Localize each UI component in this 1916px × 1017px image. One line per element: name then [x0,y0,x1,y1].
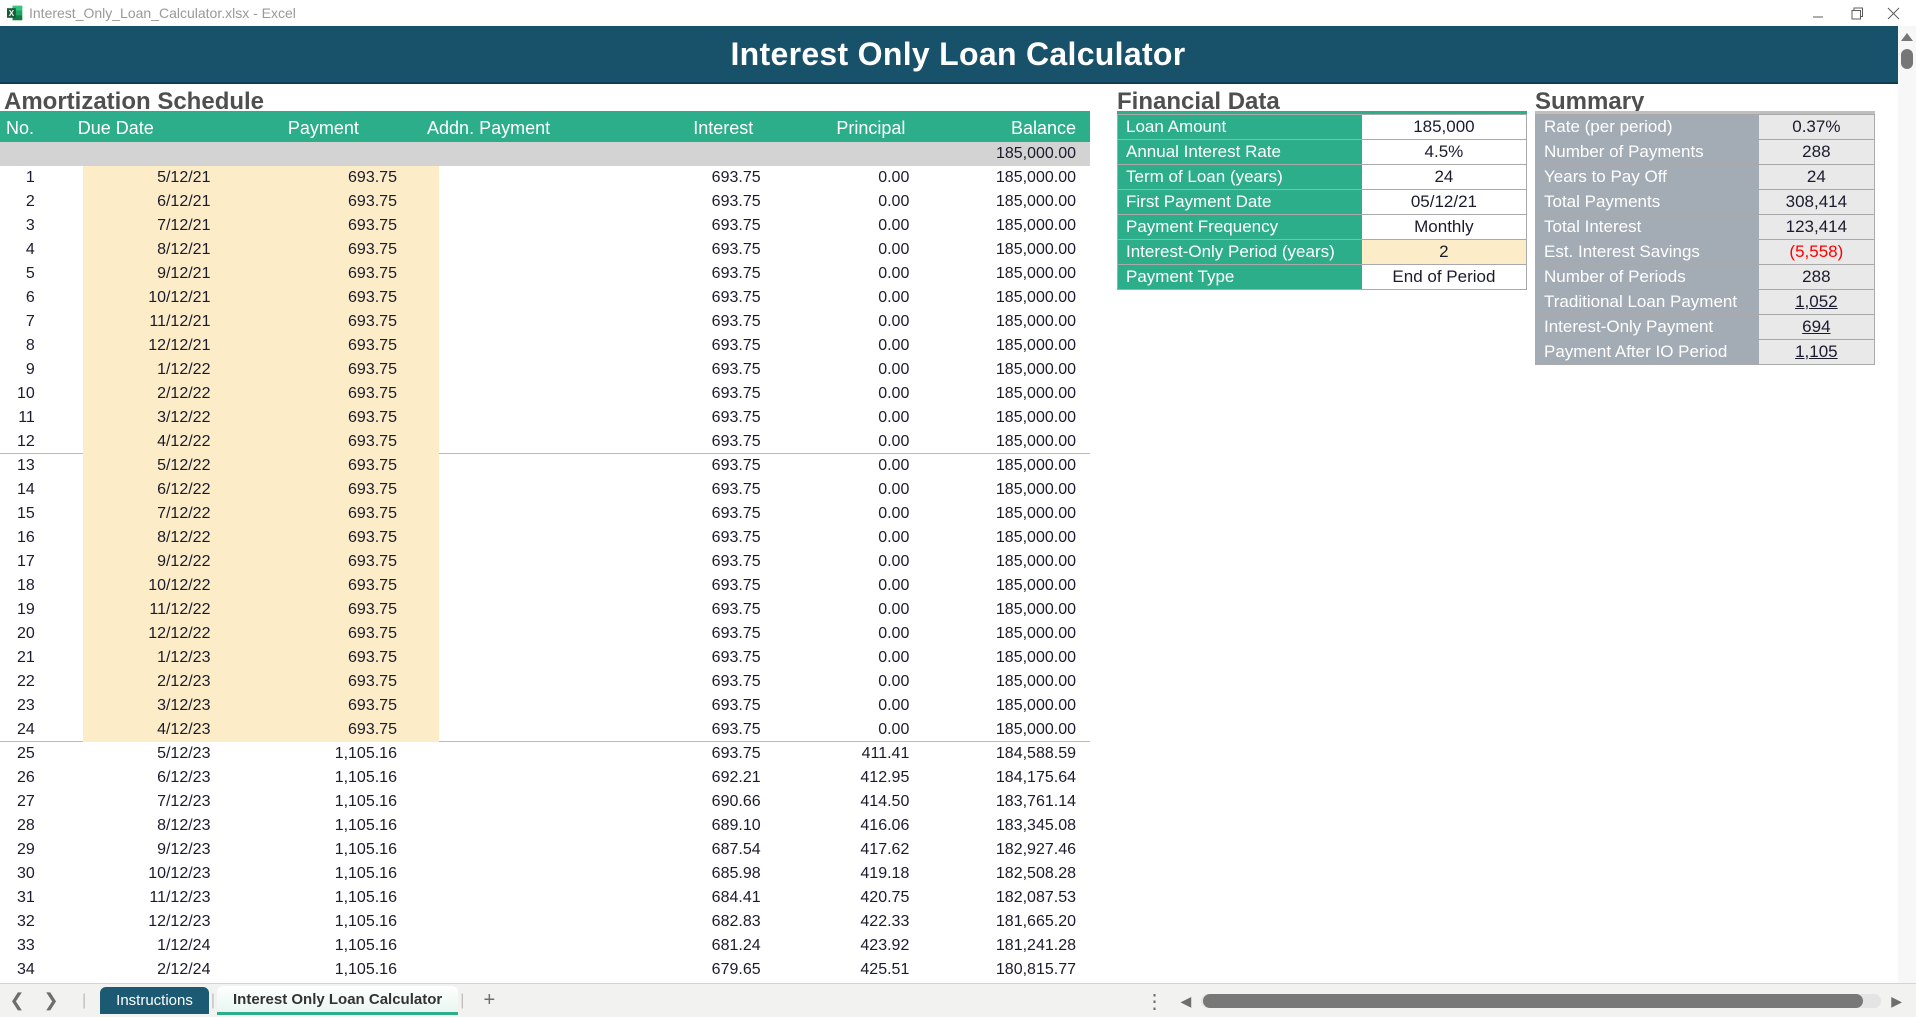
svg-text:X: X [9,9,15,18]
